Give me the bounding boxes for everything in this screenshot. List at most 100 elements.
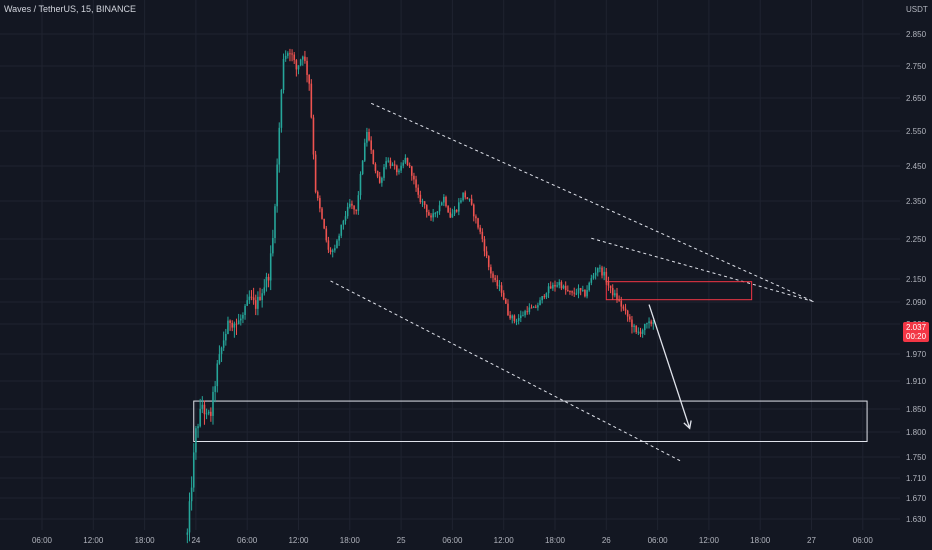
candle-body bbox=[227, 320, 229, 334]
y-tick-label: 2.450 bbox=[906, 162, 927, 171]
candle-body bbox=[633, 325, 635, 327]
candle-body bbox=[351, 203, 353, 206]
target-zone-box bbox=[193, 400, 868, 443]
candle-body bbox=[197, 426, 199, 429]
candle-body bbox=[417, 187, 419, 195]
candle-body bbox=[376, 170, 379, 177]
candle-body bbox=[276, 164, 278, 207]
candle-body bbox=[458, 202, 460, 212]
drawing-layer bbox=[193, 102, 868, 462]
candle-body bbox=[244, 305, 246, 315]
candle-body bbox=[537, 305, 539, 308]
y-tick-label: 2.090 bbox=[906, 298, 927, 307]
candle-body bbox=[607, 282, 610, 286]
candle-body bbox=[387, 160, 390, 162]
x-tick-label: 12:00 bbox=[699, 536, 720, 545]
candle-body bbox=[483, 239, 486, 252]
resistance-box bbox=[605, 281, 753, 301]
candle-body bbox=[477, 218, 479, 228]
candle-body bbox=[338, 235, 340, 241]
candle-body bbox=[274, 206, 276, 239]
candle-body bbox=[616, 293, 618, 300]
y-axis[interactable]: 2.850 2.750 2.650 2.550 2.450 2.350 2.250 2.150… bbox=[906, 30, 927, 524]
candle-body bbox=[556, 285, 558, 287]
candle-body bbox=[646, 323, 648, 325]
candle-body bbox=[481, 231, 484, 240]
candle-body bbox=[410, 166, 413, 176]
candle-body bbox=[475, 216, 477, 219]
candle-body bbox=[346, 206, 349, 217]
candle-body bbox=[259, 296, 261, 301]
candle-body bbox=[207, 411, 210, 414]
candle-body bbox=[413, 175, 415, 180]
candle-body bbox=[282, 58, 285, 90]
candle-body bbox=[466, 197, 469, 200]
y-tick-label: 1.630 bbox=[906, 515, 927, 524]
candle-body bbox=[325, 228, 328, 241]
candle-body bbox=[214, 386, 216, 392]
candle-body bbox=[492, 273, 494, 278]
candle-body bbox=[406, 157, 409, 166]
candle-body bbox=[235, 323, 238, 325]
candle-body bbox=[515, 320, 518, 322]
arrow-shaft bbox=[648, 304, 691, 429]
upper-trendline bbox=[370, 102, 814, 303]
candle-body bbox=[590, 278, 593, 283]
candle-body bbox=[524, 311, 526, 316]
y-tick-label: 1.850 bbox=[906, 405, 927, 414]
candle-body bbox=[541, 296, 543, 301]
candle-body bbox=[404, 157, 407, 163]
x-tick-label: 18:00 bbox=[340, 536, 361, 545]
candle-body bbox=[494, 277, 496, 280]
candle-body bbox=[498, 285, 501, 287]
candle-body bbox=[231, 322, 234, 328]
candle-body bbox=[436, 211, 439, 214]
x-tick-label: 06:00 bbox=[237, 536, 258, 545]
candle-body bbox=[248, 296, 251, 301]
candle-body bbox=[455, 209, 458, 212]
candle-body bbox=[314, 154, 317, 192]
candle-body bbox=[449, 212, 452, 218]
candle-body bbox=[586, 290, 588, 297]
candle-body bbox=[564, 285, 567, 291]
candle-body bbox=[321, 208, 323, 219]
candle-body bbox=[389, 160, 392, 166]
candle-body bbox=[571, 291, 573, 293]
price-badge-countdown: 00:20 bbox=[906, 332, 927, 341]
y-tick-label: 2.850 bbox=[906, 30, 927, 39]
candle-body bbox=[334, 248, 336, 251]
candle-body bbox=[393, 164, 396, 166]
candle-body bbox=[520, 315, 522, 319]
x-axis[interactable]: 06:00 12:00 18:00 24 06:00 12:00 18:00 25 06:00 1… bbox=[32, 536, 873, 545]
lower-trendline bbox=[330, 280, 682, 462]
candle-body bbox=[210, 411, 212, 416]
candle-body bbox=[468, 198, 471, 200]
candle-body bbox=[186, 532, 189, 535]
candle-body bbox=[614, 293, 616, 296]
candle-body bbox=[470, 198, 473, 205]
candle-body bbox=[425, 205, 428, 213]
candle-body bbox=[398, 170, 400, 173]
candle-body bbox=[460, 200, 462, 203]
candle-body bbox=[212, 391, 214, 416]
candle-body bbox=[650, 321, 652, 324]
candle-body bbox=[500, 285, 503, 293]
x-tick-label: 27 bbox=[807, 536, 816, 545]
candle-body bbox=[190, 487, 193, 502]
grid-layer bbox=[0, 0, 900, 530]
candle-body bbox=[547, 286, 550, 294]
candle-body bbox=[522, 315, 524, 317]
y-tick-label: 2.350 bbox=[906, 197, 927, 206]
x-tick-label: 18:00 bbox=[750, 536, 771, 545]
candle-body bbox=[592, 275, 595, 279]
candle-body bbox=[280, 89, 283, 128]
candle-body bbox=[355, 209, 358, 211]
candle-body bbox=[188, 501, 191, 533]
candle-body bbox=[622, 306, 625, 309]
candle-body bbox=[368, 131, 370, 141]
candle-body bbox=[532, 306, 535, 308]
y-tick-label: 1.970 bbox=[906, 350, 927, 359]
candle-body bbox=[620, 300, 623, 307]
x-tick-label: 06:00 bbox=[648, 536, 669, 545]
